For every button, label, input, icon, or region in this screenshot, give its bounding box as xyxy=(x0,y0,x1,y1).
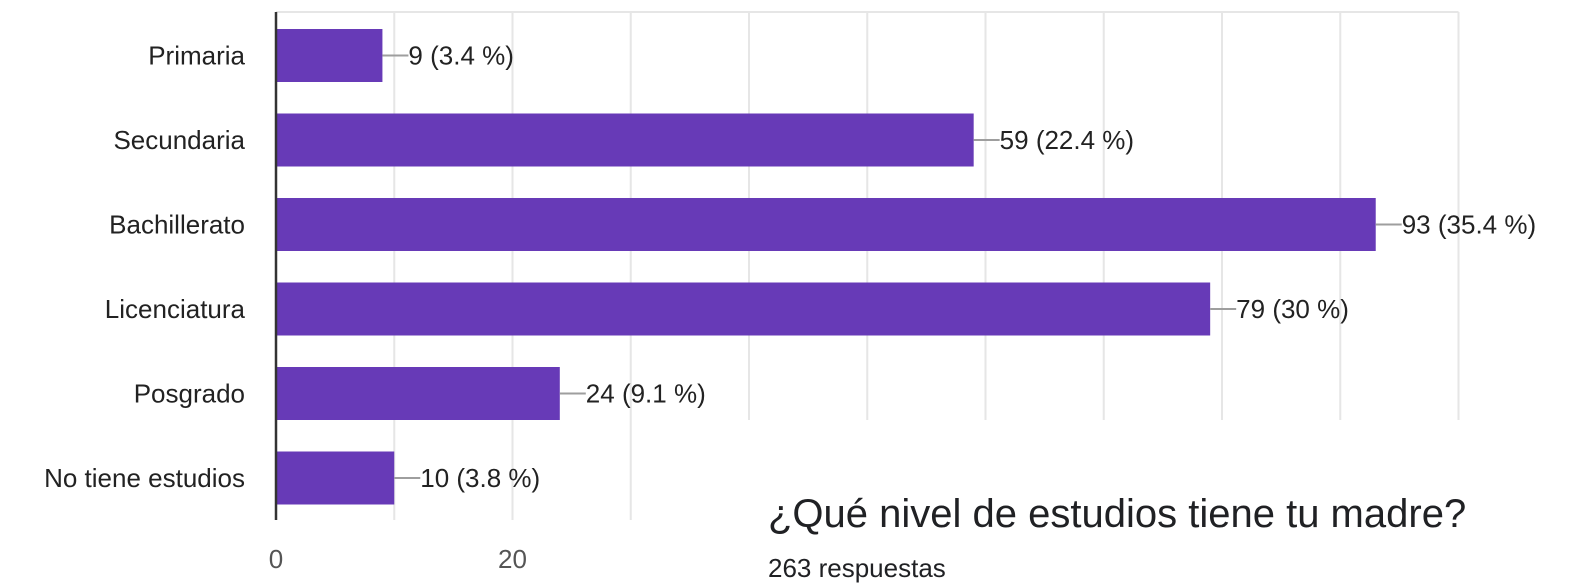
data-label: 79 (30 %) xyxy=(1236,294,1349,324)
data-label: 24 (9.1 %) xyxy=(586,379,706,409)
x-tick-label: 20 xyxy=(498,544,527,574)
data-label: 9 (3.4 %) xyxy=(408,41,514,71)
data-label: 93 (35.4 %) xyxy=(1402,210,1536,240)
category-label: Bachillerato xyxy=(109,210,245,240)
category-label: No tiene estudios xyxy=(44,463,245,493)
axis-layer: 0 20 xyxy=(269,12,527,574)
data-label: 10 (3.8 %) xyxy=(420,463,540,493)
data-label: 59 (22.4 %) xyxy=(1000,125,1134,155)
bar xyxy=(276,198,1376,251)
category-label: Posgrado xyxy=(134,379,245,409)
bar xyxy=(276,367,560,420)
question-panel xyxy=(712,420,1594,578)
bar-layer xyxy=(276,29,1376,505)
category-label: Licenciatura xyxy=(105,294,246,324)
x-tick-label: 0 xyxy=(269,544,283,574)
bar xyxy=(276,282,1211,336)
label-layer: Primaria 9 (3.4 %) Secundaria 59 (22.4 %) Ba… xyxy=(44,41,1536,494)
category-label: Primaria xyxy=(148,41,245,71)
bar xyxy=(276,113,974,167)
bar xyxy=(276,29,383,82)
response-count: 263 respuestas xyxy=(768,553,946,583)
category-label: Secundaria xyxy=(113,125,245,155)
question-title: ¿Qué nivel de estudios tiene tu madre? xyxy=(768,492,1467,536)
bar xyxy=(276,451,395,505)
